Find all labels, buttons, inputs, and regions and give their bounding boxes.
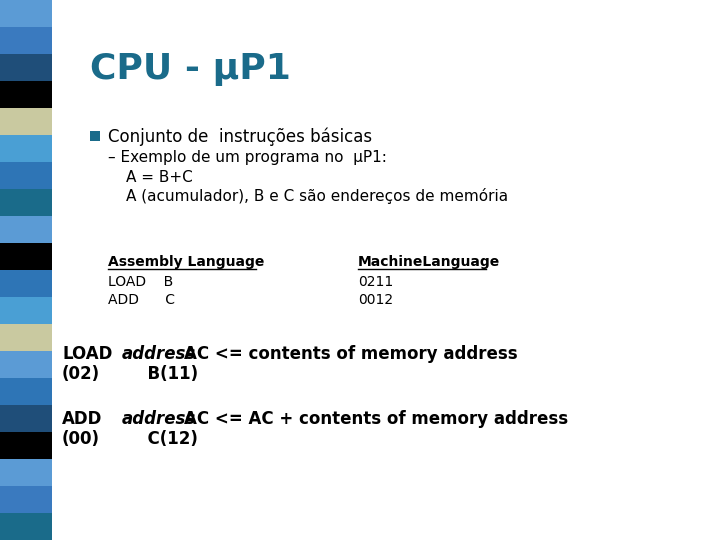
Text: address: address <box>122 345 197 363</box>
Text: AC <= contents of memory address: AC <= contents of memory address <box>184 345 518 363</box>
FancyBboxPatch shape <box>90 131 100 141</box>
FancyBboxPatch shape <box>0 513 52 540</box>
FancyBboxPatch shape <box>0 54 52 81</box>
FancyBboxPatch shape <box>0 27 52 54</box>
Text: Assembly Language: Assembly Language <box>108 255 264 269</box>
Text: AC <= AC + contents of memory address: AC <= AC + contents of memory address <box>184 410 568 428</box>
Text: MachineLanguage: MachineLanguage <box>358 255 500 269</box>
FancyBboxPatch shape <box>0 189 52 216</box>
Text: ADD      C: ADD C <box>108 293 175 307</box>
FancyBboxPatch shape <box>0 486 52 513</box>
Text: ADD: ADD <box>62 410 102 428</box>
Text: 0012: 0012 <box>358 293 393 307</box>
Text: (00): (00) <box>62 430 100 448</box>
Text: LOAD    B: LOAD B <box>108 275 174 289</box>
Text: Conjunto de  instruções básicas: Conjunto de instruções básicas <box>108 128 372 146</box>
Text: 0211: 0211 <box>358 275 393 289</box>
FancyBboxPatch shape <box>0 324 52 351</box>
FancyBboxPatch shape <box>0 216 52 243</box>
FancyBboxPatch shape <box>0 162 52 189</box>
Text: A = B+C: A = B+C <box>126 170 193 185</box>
Text: C(12): C(12) <box>136 430 198 448</box>
FancyBboxPatch shape <box>0 378 52 405</box>
FancyBboxPatch shape <box>0 243 52 270</box>
FancyBboxPatch shape <box>0 108 52 135</box>
Text: LOAD: LOAD <box>62 345 112 363</box>
FancyBboxPatch shape <box>0 81 52 108</box>
FancyBboxPatch shape <box>0 270 52 297</box>
FancyBboxPatch shape <box>0 351 52 378</box>
Text: (02): (02) <box>62 365 100 383</box>
FancyBboxPatch shape <box>0 135 52 162</box>
FancyBboxPatch shape <box>0 405 52 432</box>
FancyBboxPatch shape <box>0 297 52 324</box>
Text: – Exemplo de um programa no  μP1:: – Exemplo de um programa no μP1: <box>108 150 387 165</box>
Text: B(11): B(11) <box>136 365 198 383</box>
FancyBboxPatch shape <box>0 432 52 459</box>
Text: CPU - μP1: CPU - μP1 <box>90 52 291 86</box>
FancyBboxPatch shape <box>0 459 52 486</box>
Text: address: address <box>122 410 197 428</box>
Text: A (acumulador), B e C são endereços de memória: A (acumulador), B e C são endereços de m… <box>126 188 508 204</box>
FancyBboxPatch shape <box>0 0 52 27</box>
